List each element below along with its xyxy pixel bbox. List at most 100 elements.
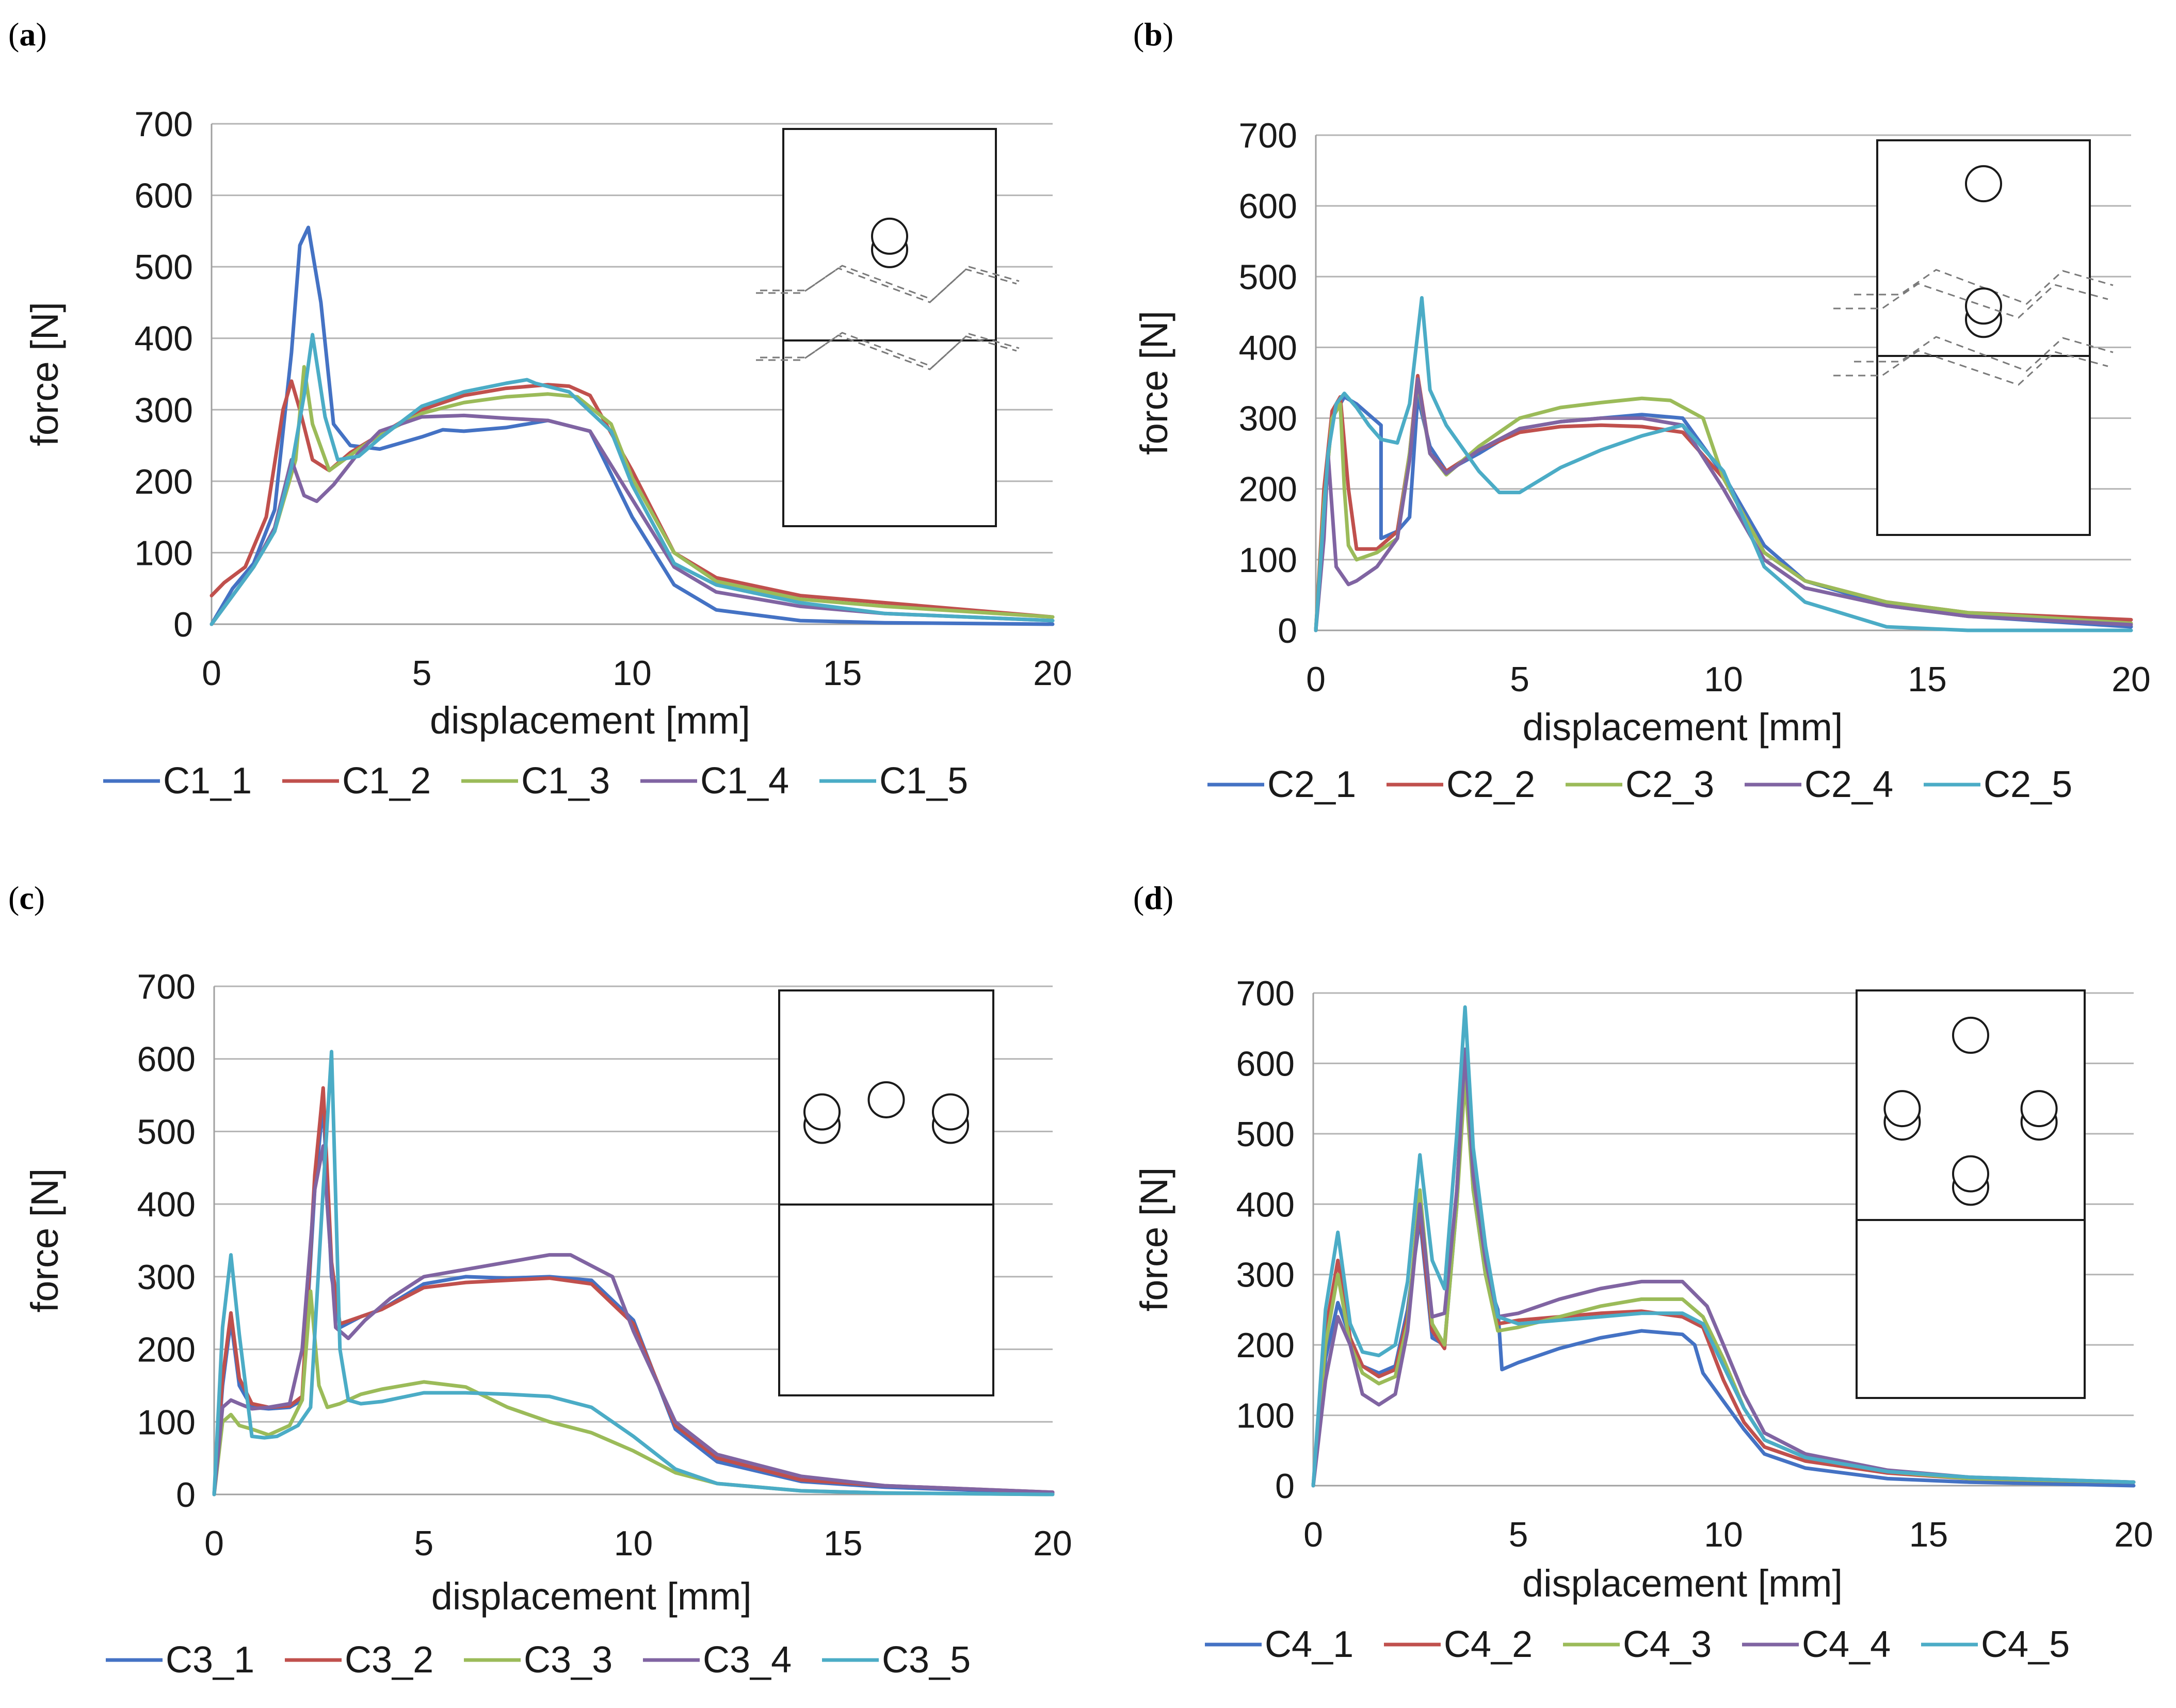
y-tick-label: 100 (135, 533, 193, 573)
x-tick-label: 15 (824, 1524, 863, 1563)
y-tick-label: 700 (135, 105, 193, 144)
y-tick-label: 400 (137, 1185, 196, 1224)
x-tick-label: 0 (1306, 660, 1326, 699)
legend-label: C1_5 (879, 760, 968, 802)
legend-label: C2_5 (1984, 764, 2072, 805)
y-tick-label: 500 (1236, 1115, 1295, 1154)
specimen-inset (1833, 283, 2108, 1399)
legend: C3_1 C3_2 C3_3 C3_4 C3_5 (106, 1639, 971, 1681)
bolt-hole (932, 1093, 969, 1131)
y-tick-label: 500 (1239, 257, 1297, 297)
y-tick-label: 600 (1236, 1044, 1295, 1083)
x-axis-title: displacement [mm] (1523, 706, 1843, 749)
bolt-hole (867, 1081, 905, 1118)
y-tick-label: 0 (176, 1475, 196, 1515)
y-tick-label: 300 (137, 1258, 196, 1297)
specimen-inset (760, 128, 1020, 527)
legend-label: C2_3 (1625, 764, 1714, 805)
specimen-outline (778, 989, 994, 1396)
x-tick-label: 20 (2114, 1515, 2153, 1554)
y-tick-label: 300 (1239, 399, 1297, 438)
x-axis-title: displacement [mm] (431, 1575, 752, 1618)
panel-label-letter: c (19, 880, 34, 916)
specimen-outline (782, 128, 997, 527)
legend-label: C1_4 (700, 760, 789, 802)
bolt-hole (871, 217, 908, 255)
y-tick-label: 100 (1239, 541, 1297, 580)
y-tick-label: 400 (1239, 328, 1297, 367)
panel-label-letter: d (1144, 880, 1163, 916)
y-axis-title: force [N] (23, 1168, 66, 1313)
y-tick-label: 400 (135, 319, 193, 359)
x-tick-label: 15 (1909, 1515, 1948, 1554)
y-tick-label: 400 (1236, 1185, 1295, 1224)
y-tick-label: 300 (135, 391, 193, 430)
y-tick-label: 500 (135, 248, 193, 287)
bolt-hole (1965, 165, 2002, 203)
chart-panel-a: (a) 0 100 200 300 400 500 600 700 0 5 10 15 20 displac… (8, 16, 1072, 802)
series-line-C2_4 (1314, 377, 2133, 632)
x-axis-title: displacement [mm] (430, 699, 750, 742)
legend-label: C2_4 (1804, 764, 1893, 805)
panel-label: (c) (8, 880, 45, 916)
legend-label: C3_3 (524, 1639, 612, 1681)
series-line-C2_5 (1314, 296, 2133, 632)
series-line-C4_4 (1311, 1047, 2136, 1488)
series-line-C3_4 (212, 1144, 1055, 1496)
y-tick-label: 600 (137, 1040, 196, 1079)
x-tick-label: 20 (1033, 1524, 1072, 1563)
series-line-C3_5 (212, 1050, 1055, 1496)
specimen-inset (756, 267, 1017, 1396)
bolt-hole (1952, 1016, 1989, 1054)
x-tick-label: 5 (412, 654, 432, 693)
legend-label: C3_2 (345, 1639, 433, 1681)
break-line (1833, 283, 2108, 319)
bolt-hole (1952, 1155, 1989, 1193)
bolt-hole (2020, 1090, 2058, 1128)
x-tick-label: 0 (202, 654, 221, 693)
y-tick-label: 0 (1275, 1467, 1295, 1506)
y-tick-label: 600 (1239, 187, 1297, 226)
x-tick-label: 15 (1908, 660, 1947, 699)
x-axis-title: displacement [mm] (1522, 1562, 1843, 1605)
legend-label: C4_5 (1981, 1624, 2070, 1665)
y-tick-label: 0 (173, 605, 193, 644)
x-tick-label: 15 (823, 654, 862, 693)
panel-label-letter: b (1144, 16, 1163, 53)
panel-label: (d) (1133, 880, 1173, 916)
bolt-hole (1883, 1090, 1921, 1128)
panel-label: (a) (8, 16, 47, 53)
legend: C2_1 C2_2 C2_3 C2_4 C2_5 (1207, 764, 2072, 805)
legend-label: C1_3 (521, 760, 610, 802)
series-line-C3_2 (212, 1086, 1055, 1496)
y-axis-title: force [N] (23, 302, 66, 446)
bolt-hole (803, 1093, 841, 1131)
break-line (760, 265, 1020, 301)
x-tick-label: 10 (1704, 1515, 1743, 1554)
y-tick-label: 100 (1236, 1396, 1295, 1436)
y-tick-label: 300 (1236, 1256, 1295, 1295)
x-tick-label: 10 (1704, 660, 1743, 699)
break-line (1833, 350, 2108, 386)
legend: C1_1 C1_2 C1_3 C1_4 C1_5 (103, 760, 968, 802)
break-line (1854, 269, 2114, 305)
panel-label-letter: a (19, 16, 36, 53)
x-tick-label: 0 (1303, 1515, 1323, 1554)
x-tick-label: 5 (1510, 660, 1529, 699)
legend-label: C4_2 (1444, 1624, 1533, 1665)
y-axis-title: force [N] (1133, 1167, 1175, 1312)
x-tick-label: 20 (2111, 660, 2151, 699)
y-tick-label: 200 (1236, 1326, 1295, 1365)
x-tick-label: 10 (614, 1524, 653, 1563)
legend-label: C3_1 (166, 1639, 254, 1681)
y-tick-label: 700 (1236, 974, 1295, 1013)
series-line-C4_5 (1311, 1005, 2136, 1488)
y-tick-label: 200 (1239, 470, 1297, 509)
y-tick-label: 0 (1278, 611, 1297, 650)
y-tick-label: 600 (135, 176, 193, 216)
break-line (756, 334, 1017, 370)
legend-label: C4_1 (1265, 1624, 1353, 1665)
